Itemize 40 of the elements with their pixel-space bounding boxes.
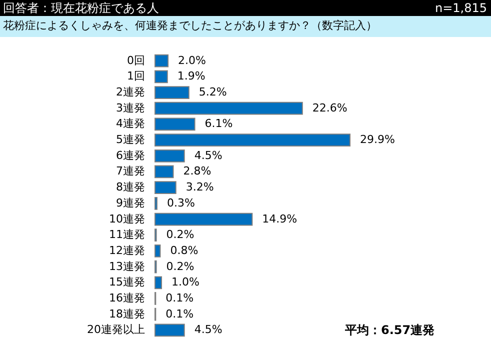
data-label: 29.9%	[360, 133, 395, 146]
data-label: 2.0%	[178, 54, 206, 67]
y-tick-label: 6連発	[116, 148, 145, 162]
y-tick-label: 16連発	[109, 291, 145, 304]
data-label: 2.8%	[183, 164, 212, 178]
y-tick-label: 11連発	[109, 228, 145, 242]
data-label: 6.1%	[204, 117, 233, 130]
data-label: 22.6%	[312, 101, 348, 114]
chart-subtitle: 花粉症によるくしゃみを、何連発までしたことがありますか？（数字記入）	[3, 19, 377, 32]
y-tick-label: 2連発	[116, 86, 145, 99]
data-label: 14.9%	[262, 212, 298, 226]
data-label: 4.5%	[194, 148, 222, 162]
data-label: 0.2%	[166, 260, 194, 273]
data-label: 0.2%	[166, 228, 194, 242]
y-tick-label: 8連発	[116, 180, 145, 194]
chart-title: 回答者：現在花粉症である人	[3, 1, 159, 15]
y-tick-label: 13連発	[109, 260, 145, 273]
y-tick-label: 9連発	[116, 196, 145, 210]
data-label: 1.9%	[177, 70, 206, 83]
y-tick-label: 5連発	[116, 133, 145, 146]
y-tick-label: 7連発	[116, 164, 145, 178]
y-tick-label: 1回	[127, 70, 145, 83]
data-label: 0.1%	[166, 291, 194, 304]
annotation: 平均：6.57連発	[344, 323, 435, 337]
text: n=1,815	[434, 1, 487, 15]
y-tick-label: 12連発	[109, 244, 145, 257]
y-tick-label: 4連発	[116, 117, 145, 130]
y-tick-label: 18連発	[109, 307, 145, 320]
y-tick-label: 0回	[127, 54, 145, 67]
data-label: 4.5%	[194, 323, 222, 336]
y-tick-label: 15連発	[109, 276, 145, 289]
data-label: 0.8%	[170, 244, 198, 257]
y-tick-label: 20連発以上	[87, 323, 145, 336]
data-label: 1.0%	[172, 276, 200, 289]
data-label: 0.1%	[166, 307, 194, 320]
data-label: 3.2%	[186, 180, 214, 194]
y-tick-label: 10連発	[109, 212, 145, 226]
y-tick-label: 3連発	[116, 101, 145, 114]
data-label: 0.3%	[166, 196, 195, 210]
data-label: 5.2%	[198, 86, 227, 99]
